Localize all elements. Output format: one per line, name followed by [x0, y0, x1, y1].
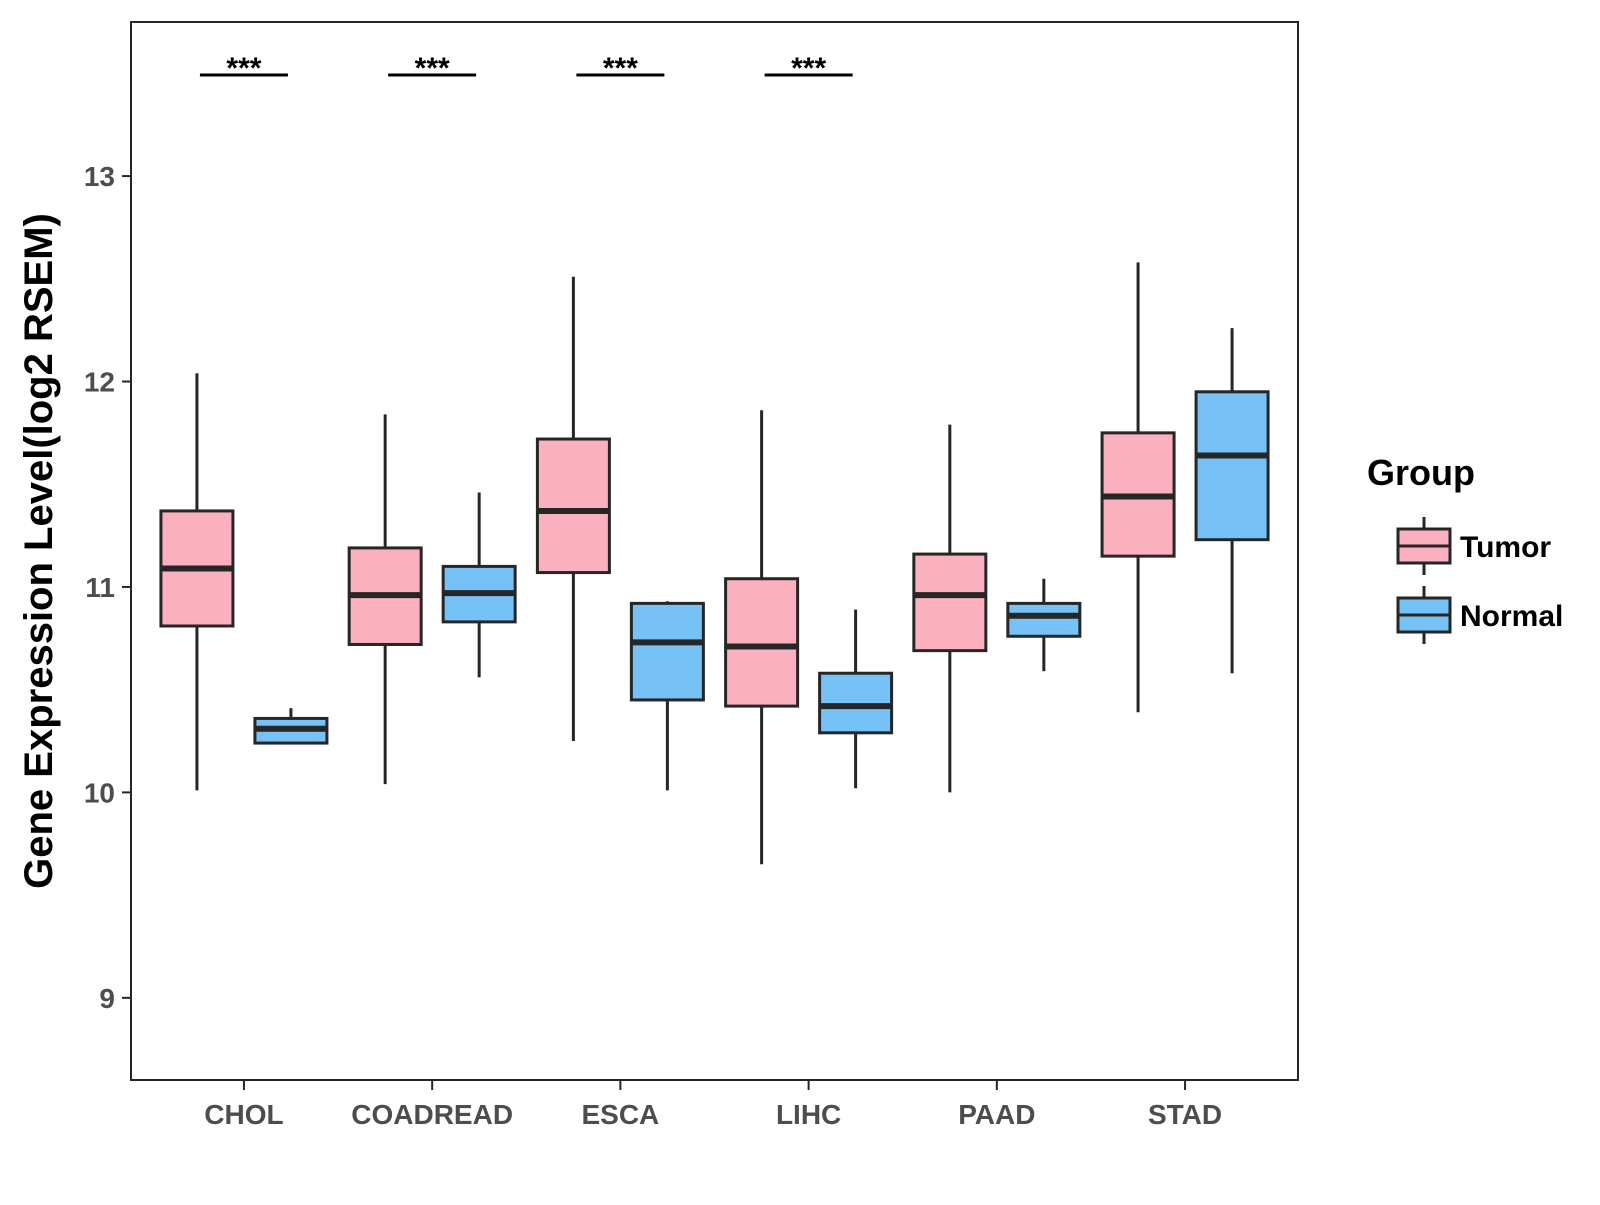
- x-tick-label: LIHC: [776, 1099, 841, 1130]
- box-normal-stad: [1194, 328, 1270, 674]
- legend-item-tumor: Tumor: [1396, 517, 1551, 575]
- x-tick-label: ESCA: [581, 1099, 659, 1130]
- y-axis: 9 10 11 12 13: [84, 161, 131, 1014]
- significance-label: ***: [415, 52, 450, 85]
- x-tick-label: STAD: [1148, 1099, 1222, 1130]
- box-normal-coadread: [441, 492, 517, 678]
- box-body: [1194, 390, 1270, 542]
- box-tumor-esca: [535, 276, 611, 742]
- box-body: [535, 437, 611, 575]
- box-body: [912, 552, 988, 653]
- chart-marks: *** *** *** ***: [159, 52, 1270, 865]
- legend-label: Tumor: [1460, 531, 1551, 564]
- y-tick-label: 10: [84, 777, 115, 808]
- box-normal-esca: [629, 601, 705, 791]
- significance-chol: ***: [199, 52, 288, 85]
- y-tick-label: 11: [85, 572, 115, 603]
- box-normal-paad: [1006, 578, 1082, 672]
- significance-label: ***: [791, 52, 826, 85]
- box-body: [818, 671, 894, 735]
- y-tick-label: 9: [99, 983, 115, 1014]
- box-tumor-stad: [1100, 262, 1176, 713]
- plot-panel-border: [130, 21, 1299, 1081]
- legend-title: Group: [1367, 452, 1475, 493]
- box-body: [724, 577, 800, 708]
- significance-label: ***: [226, 52, 261, 85]
- legend-label: Normal: [1460, 600, 1563, 633]
- x-axis: CHOL COADREAD ESCA LIHC PAAD STAD: [204, 1080, 1222, 1130]
- x-tick-label: PAAD: [958, 1099, 1035, 1130]
- legend-item-normal: Normal: [1396, 586, 1563, 644]
- x-tick-label: CHOL: [204, 1099, 283, 1130]
- significance-label: ***: [603, 52, 638, 85]
- box-tumor-paad: [912, 424, 988, 793]
- y-axis-title: Gene Expression Level(log2 RSEM): [17, 213, 61, 889]
- y-tick-label: 13: [84, 161, 115, 192]
- legend: Group Tumor Normal: [1367, 452, 1563, 644]
- significance-coadread: ***: [388, 52, 477, 85]
- box-normal-lihc: [818, 609, 894, 789]
- box-tumor-lihc: [724, 410, 800, 865]
- box-tumor-coadread: [347, 414, 423, 785]
- box-normal-chol: [253, 708, 329, 745]
- significance-lihc: ***: [764, 52, 853, 85]
- box-body: [629, 601, 705, 702]
- y-tick-label: 12: [84, 367, 115, 398]
- x-tick-label: COADREAD: [351, 1099, 513, 1130]
- significance-esca: ***: [576, 52, 665, 85]
- box-body: [1006, 601, 1082, 638]
- box-tumor-chol: [159, 373, 235, 791]
